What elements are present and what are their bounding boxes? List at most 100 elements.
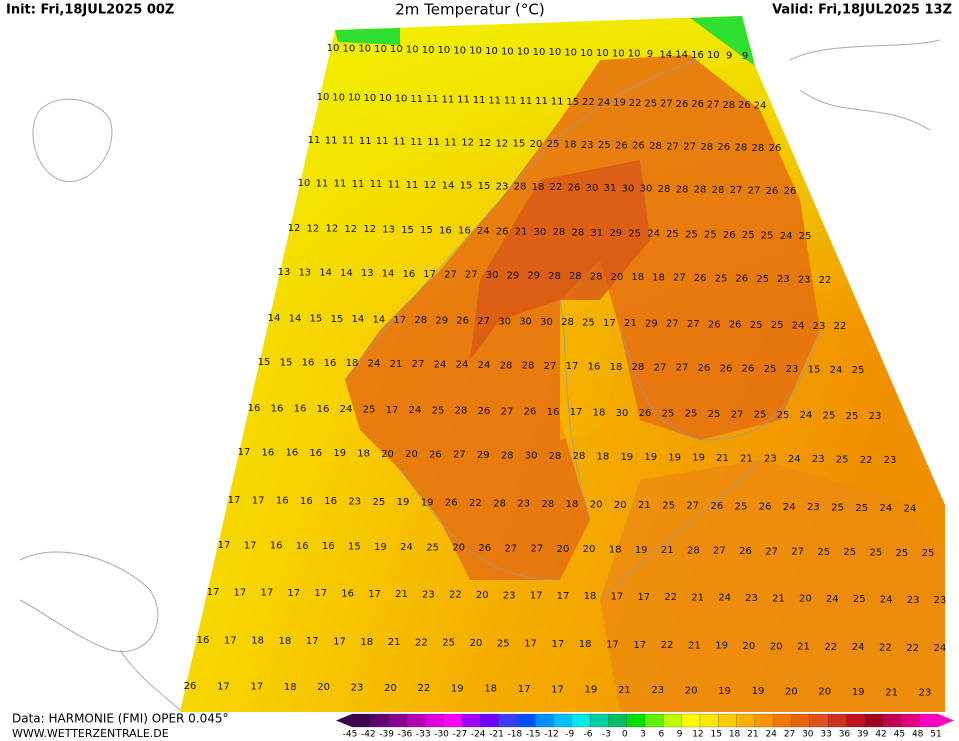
temp-label: 20	[557, 544, 570, 555]
temp-label: 15	[280, 357, 293, 368]
temp-label: 10	[342, 43, 355, 54]
temp-label: 9	[647, 49, 653, 60]
temp-label: 17	[250, 682, 263, 693]
temp-label: 10	[612, 48, 625, 59]
temp-label: 17	[314, 588, 327, 599]
temp-label: 17	[386, 405, 399, 416]
temp-label: 19	[585, 685, 598, 696]
temp-label: 19	[718, 686, 731, 697]
temp-label: 13	[298, 267, 311, 278]
temp-label: 19	[333, 448, 346, 459]
temp-label: 16	[271, 403, 284, 414]
temp-label: 25	[777, 410, 790, 421]
temp-label: 18	[284, 682, 297, 693]
temp-label: 26	[524, 407, 537, 418]
temp-label: 17	[228, 495, 241, 506]
legend-swatch	[498, 713, 518, 728]
temp-label: 16	[458, 226, 471, 237]
legend-label: -18	[507, 730, 522, 740]
legend-label: 27	[784, 730, 795, 740]
temp-label: 15	[513, 139, 526, 150]
temp-label: 22	[582, 97, 595, 108]
temp-label: 16	[324, 358, 337, 369]
temp-label: 28	[569, 271, 582, 282]
temp-label: 16	[197, 635, 210, 646]
temp-label: 17	[566, 361, 579, 372]
temp-label: 17	[611, 592, 624, 603]
legend-label: -24	[471, 730, 486, 740]
temp-label: 24	[340, 404, 353, 415]
temp-label: 17	[224, 635, 237, 646]
temp-label: 15	[258, 357, 271, 368]
temp-label: 18	[279, 636, 292, 647]
temp-label: 25	[836, 455, 849, 466]
temp-label: 27	[412, 359, 425, 370]
temp-label: 11	[473, 95, 486, 106]
legend-swatch	[864, 713, 884, 728]
temp-label: 19	[715, 641, 728, 652]
init-time: Init: Fri,18JUL2025 00Z	[6, 3, 174, 18]
legend-label: -42	[361, 730, 376, 740]
legend-swatch	[351, 713, 371, 728]
temp-label: 15	[310, 314, 323, 325]
legend-swatch	[718, 713, 738, 728]
legend-label: 45	[894, 730, 905, 740]
legend-swatch	[699, 713, 719, 728]
temp-label: 26	[729, 320, 742, 331]
legend-label: -36	[398, 730, 413, 740]
temp-label: 13	[278, 267, 291, 278]
temp-label: 21	[885, 687, 898, 698]
temp-label: 11	[410, 137, 423, 148]
temp-label: 26	[759, 502, 772, 513]
legend-swatch	[516, 713, 536, 728]
temp-label: 26	[478, 406, 491, 417]
legend-swatch	[534, 713, 555, 728]
data-source: Data: HARMONIE (FMI) OPER 0.045°	[12, 712, 229, 726]
temp-label: 29	[527, 271, 540, 282]
legend-swatch	[443, 713, 463, 728]
temp-label: 9	[742, 51, 748, 62]
temp-label: 24	[830, 365, 843, 376]
legend-swatch	[901, 713, 921, 728]
temp-label: 30	[498, 316, 511, 327]
temp-label: 28	[573, 451, 586, 462]
temp-label: 23	[798, 275, 811, 286]
temp-label: 27	[465, 270, 478, 281]
legend-swatch	[571, 713, 591, 728]
temp-label: 21	[740, 453, 753, 464]
temp-label: 20	[818, 687, 831, 698]
temp-label: 25	[764, 364, 777, 375]
legend-swatch	[827, 713, 848, 728]
temp-label: 21	[390, 359, 403, 370]
temp-label: 17	[637, 592, 650, 603]
temp-label: 25	[547, 139, 560, 150]
temp-label: 26	[496, 226, 509, 237]
temp-label: 13	[382, 225, 395, 236]
temp-label: 10	[395, 94, 408, 105]
legend-swatch	[681, 713, 701, 728]
temp-label: 12	[495, 138, 508, 149]
legend-label: -30	[434, 730, 449, 740]
temp-label: 18	[579, 639, 592, 650]
temp-label: 24	[792, 321, 805, 332]
legend-label: -12	[544, 730, 559, 740]
temp-label: 20	[611, 272, 624, 283]
legend-label: 0	[622, 730, 628, 740]
temp-label: 17	[218, 540, 231, 551]
temp-label: 27	[707, 100, 720, 111]
temp-label: 17	[530, 591, 543, 602]
temp-label: 26	[698, 363, 711, 374]
temp-label: 24	[647, 229, 660, 240]
temp-label: 11	[426, 94, 439, 105]
temp-label: 11	[388, 180, 401, 191]
temp-label: 22	[415, 637, 428, 648]
temp-label: 26	[710, 501, 723, 512]
temp-label: 26	[639, 408, 652, 419]
temp-label: 11	[352, 179, 365, 190]
temp-label: 10	[580, 48, 593, 59]
temp-label: 19	[397, 497, 410, 508]
temp-label: 19	[613, 98, 626, 109]
temp-label: 16	[439, 225, 452, 236]
temp-label: 10	[469, 46, 482, 57]
green-patch	[690, 16, 755, 66]
